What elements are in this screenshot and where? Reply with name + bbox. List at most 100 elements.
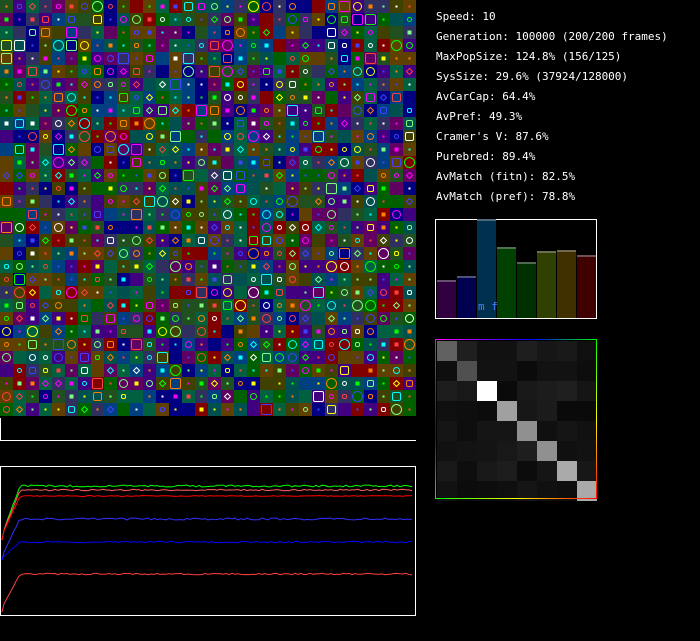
ring bbox=[43, 264, 48, 269]
square bbox=[367, 380, 374, 387]
square bbox=[173, 303, 178, 308]
stat-line: AvPref: 49.3% bbox=[436, 110, 522, 123]
cell bbox=[104, 143, 117, 156]
diamond bbox=[223, 184, 232, 193]
diamond bbox=[80, 288, 89, 297]
diamond bbox=[379, 93, 388, 102]
cell bbox=[130, 364, 143, 377]
cell bbox=[78, 104, 91, 117]
cell bbox=[403, 221, 416, 234]
cell bbox=[13, 78, 26, 91]
matrix-cell bbox=[477, 381, 497, 401]
ring bbox=[158, 327, 167, 336]
ring bbox=[120, 185, 127, 192]
dot bbox=[278, 122, 281, 125]
diamond bbox=[301, 353, 310, 362]
dot bbox=[265, 330, 268, 333]
ring bbox=[159, 172, 166, 179]
dot bbox=[200, 148, 203, 151]
diamond bbox=[301, 314, 310, 323]
ring bbox=[120, 133, 127, 140]
ring bbox=[146, 133, 153, 140]
matrix-cell bbox=[577, 341, 597, 361]
block bbox=[212, 277, 217, 282]
cell bbox=[0, 390, 13, 403]
matrix-cell bbox=[477, 401, 497, 421]
dot bbox=[369, 343, 372, 346]
cell bbox=[221, 273, 234, 286]
dot bbox=[369, 148, 372, 151]
dot bbox=[239, 213, 242, 216]
dot bbox=[304, 174, 307, 177]
block bbox=[160, 225, 165, 230]
dot bbox=[122, 5, 125, 8]
matrix-cell bbox=[537, 461, 557, 481]
cell bbox=[143, 286, 156, 299]
dot bbox=[408, 356, 411, 359]
dot bbox=[226, 382, 229, 385]
dot bbox=[187, 187, 190, 190]
dot bbox=[18, 239, 21, 242]
cell bbox=[65, 91, 78, 104]
square bbox=[28, 67, 37, 76]
cell bbox=[117, 78, 130, 91]
cell bbox=[195, 156, 208, 169]
block bbox=[147, 225, 152, 230]
diamond bbox=[249, 340, 258, 349]
ring bbox=[339, 339, 350, 350]
cell bbox=[247, 234, 260, 247]
diamond bbox=[158, 379, 167, 388]
matrix-cell bbox=[457, 421, 477, 441]
ring bbox=[133, 315, 140, 322]
cell bbox=[52, 182, 65, 195]
ring bbox=[185, 341, 192, 348]
dot bbox=[200, 96, 203, 99]
ring bbox=[303, 407, 308, 412]
matrix-cell bbox=[477, 461, 497, 481]
cell bbox=[299, 52, 312, 65]
cell bbox=[182, 52, 195, 65]
ring bbox=[248, 131, 259, 142]
dot bbox=[122, 265, 125, 268]
ring bbox=[107, 68, 114, 75]
dot bbox=[96, 44, 99, 47]
diamond bbox=[288, 223, 297, 232]
ring bbox=[108, 173, 113, 178]
cell bbox=[260, 156, 273, 169]
dot bbox=[31, 96, 34, 99]
square bbox=[147, 342, 152, 347]
diamond bbox=[67, 197, 76, 206]
cell bbox=[130, 104, 143, 117]
cell bbox=[78, 364, 91, 377]
ring bbox=[302, 55, 309, 62]
dot bbox=[213, 252, 216, 255]
dot bbox=[343, 83, 346, 86]
cell bbox=[286, 156, 299, 169]
matrix-cell bbox=[457, 441, 477, 461]
block bbox=[381, 186, 386, 191]
square bbox=[406, 380, 413, 387]
diamond bbox=[93, 249, 102, 258]
block bbox=[212, 95, 217, 100]
cell bbox=[312, 312, 325, 325]
block bbox=[17, 160, 22, 165]
cell bbox=[325, 39, 338, 52]
cell bbox=[234, 390, 247, 403]
dot bbox=[122, 369, 125, 372]
ring bbox=[30, 173, 35, 178]
dot bbox=[330, 291, 333, 294]
block bbox=[251, 381, 256, 386]
dot bbox=[408, 369, 411, 372]
cell bbox=[182, 260, 195, 273]
cell bbox=[338, 377, 351, 390]
dot bbox=[395, 83, 398, 86]
ring bbox=[404, 339, 415, 350]
dot bbox=[239, 200, 242, 203]
cell bbox=[338, 117, 351, 130]
cell bbox=[39, 234, 52, 247]
dot bbox=[31, 187, 34, 190]
ring bbox=[328, 328, 335, 335]
dot bbox=[382, 395, 385, 398]
dot bbox=[239, 44, 242, 47]
ring bbox=[210, 236, 219, 245]
